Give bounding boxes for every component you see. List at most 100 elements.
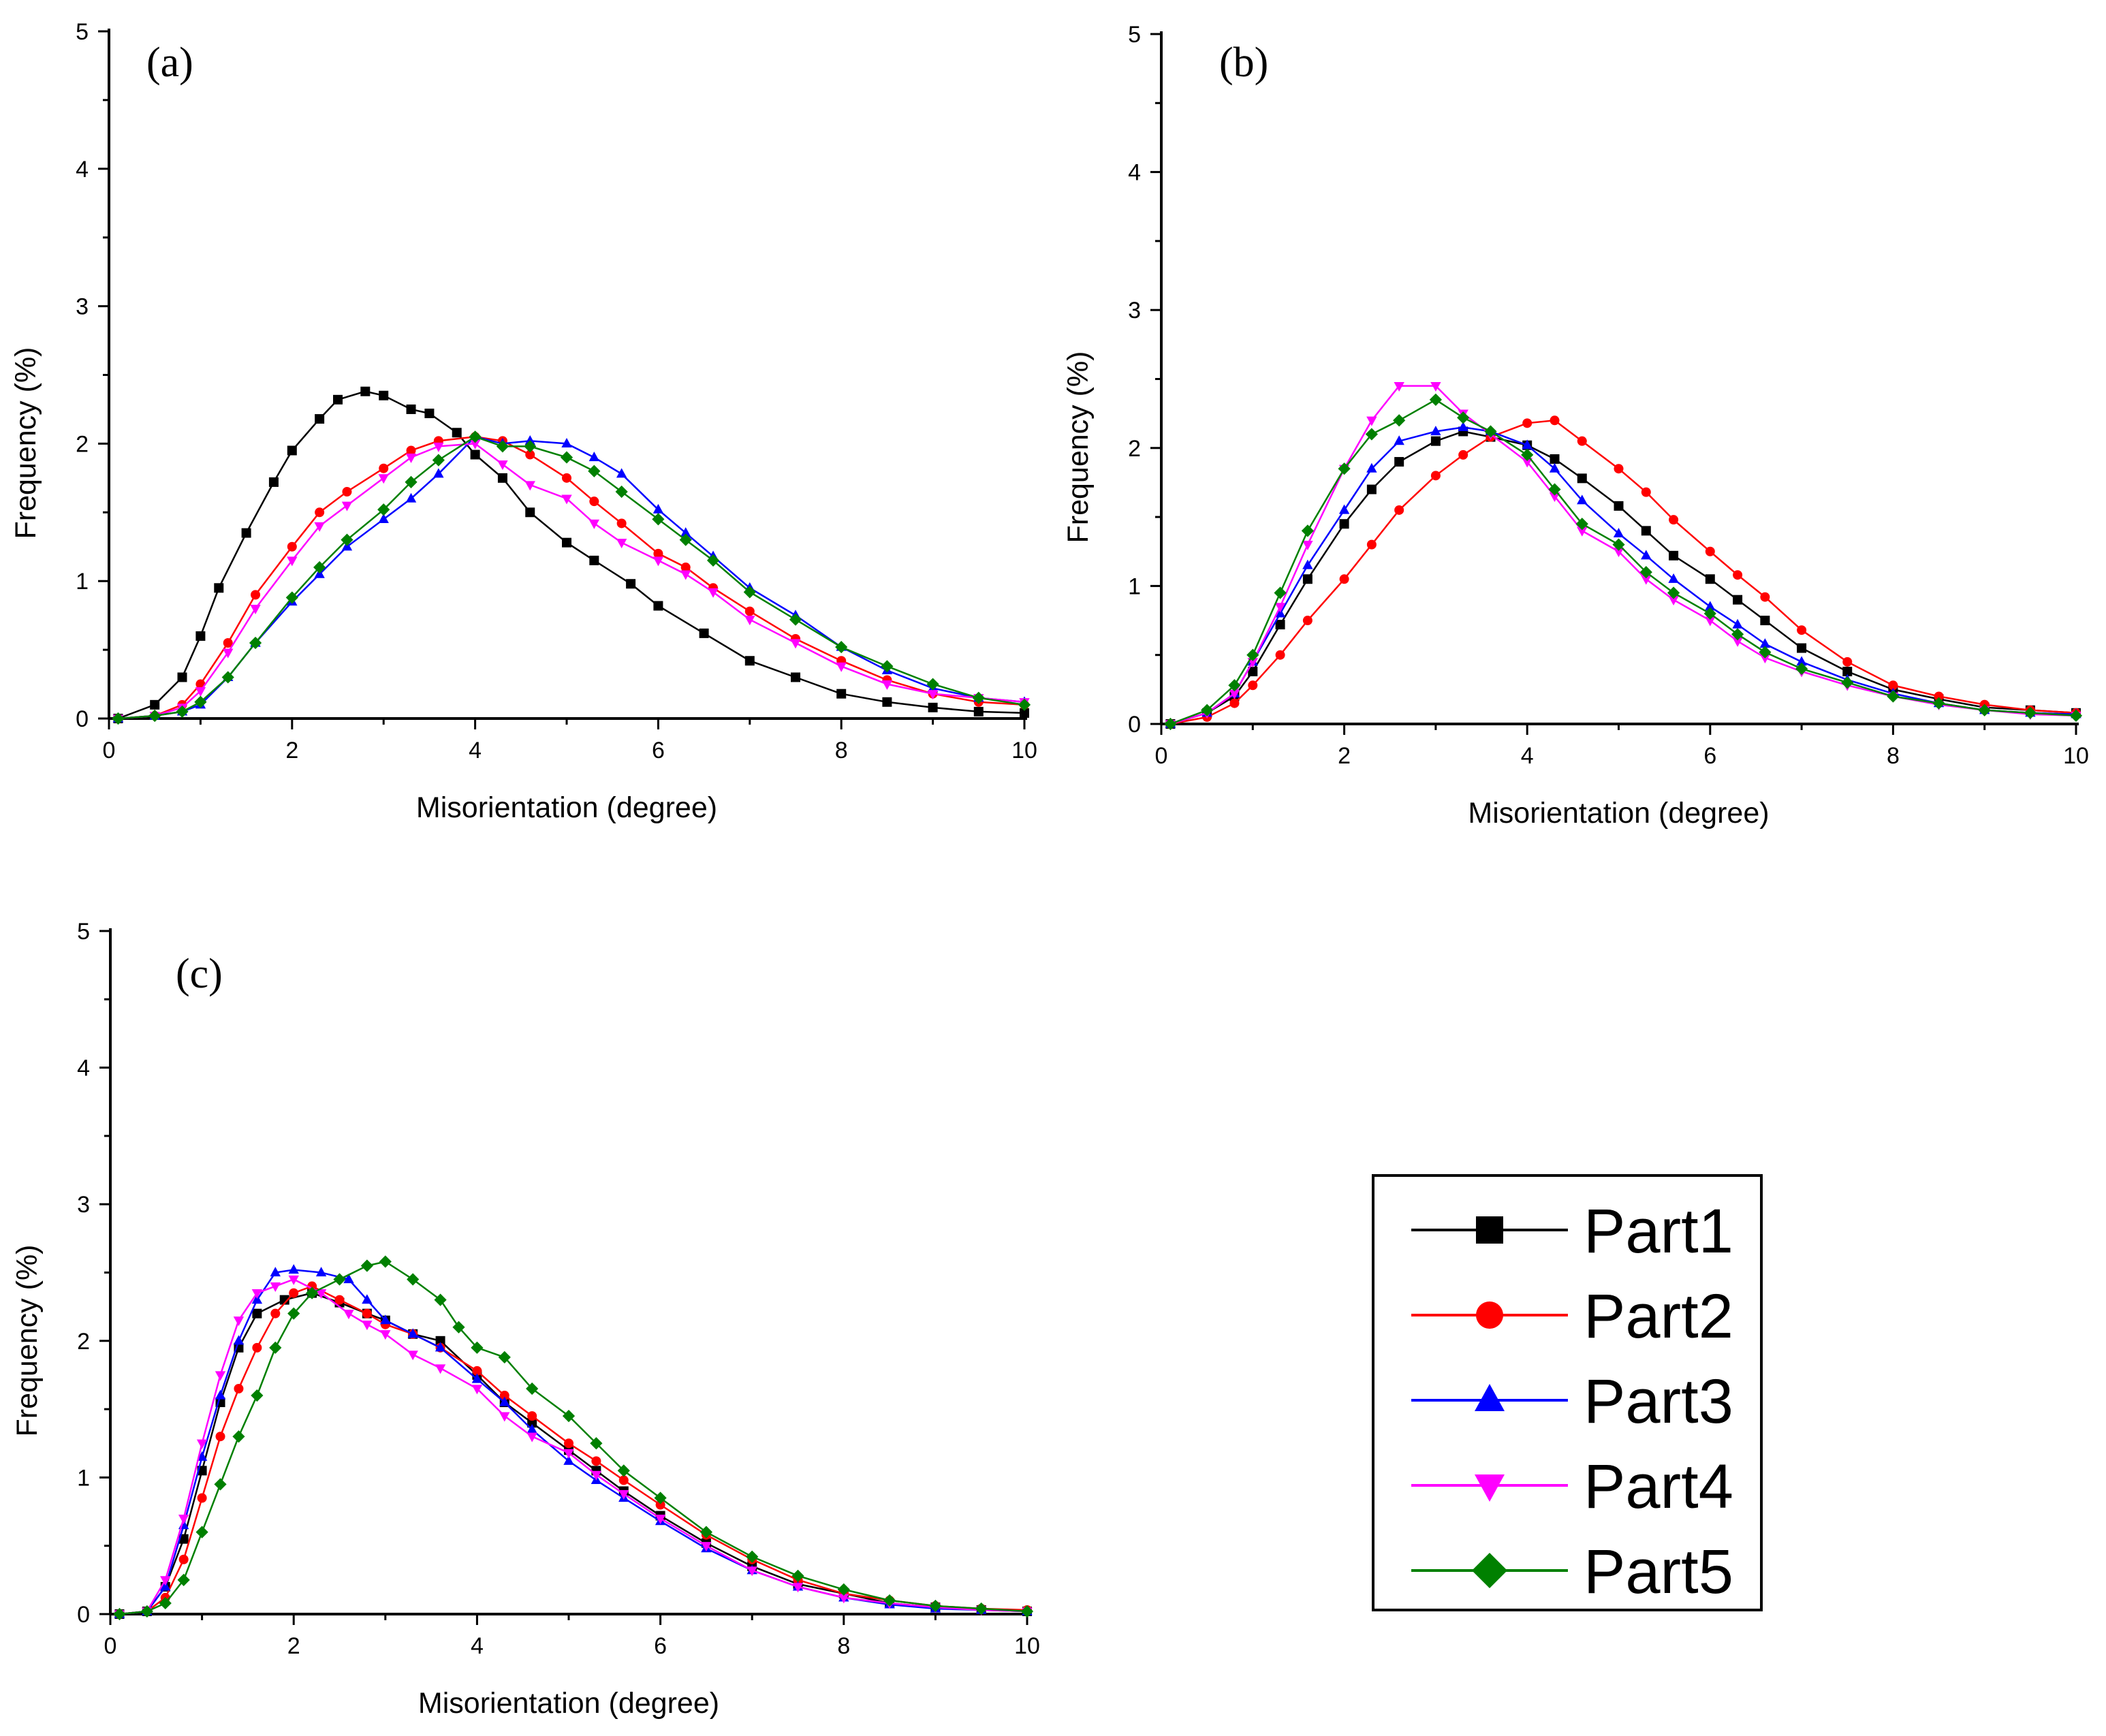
data-point: [469, 439, 481, 449]
data-point: [1430, 471, 1441, 481]
data-point: [1759, 638, 1771, 648]
data-point: [424, 409, 435, 419]
data-point: [1641, 575, 1652, 585]
data-point: [1668, 596, 1679, 606]
data-point: [616, 518, 627, 528]
data-point: [618, 1475, 629, 1485]
data-point: [1366, 462, 1377, 473]
data-point: [215, 1432, 225, 1442]
data-point: [285, 591, 298, 604]
data-point: [837, 1583, 850, 1596]
y-tick-label: 3: [1128, 298, 1141, 323]
y-tick-label: 5: [77, 919, 90, 945]
data-point: [1705, 616, 1716, 627]
data-point: [1613, 528, 1624, 538]
data-point: [881, 680, 893, 690]
panel-label: (b): [1219, 40, 1268, 86]
data-point: [214, 1478, 227, 1491]
data-point: [1732, 637, 1743, 647]
data-point: [1338, 462, 1351, 475]
legend: Part1 Part2 Part3 Part4 Part5: [1372, 1174, 1763, 1611]
x-axis-title: Misorientation (degree): [1468, 797, 1769, 830]
data-point: [470, 449, 480, 460]
data-point: [1705, 546, 1715, 556]
data-point: [1703, 607, 1716, 620]
data-point: [652, 513, 665, 526]
y-tick-label: 3: [77, 1192, 90, 1218]
legend-label: Part2: [1584, 1282, 1733, 1351]
x-axis-title: Misorientation (degree): [418, 1687, 719, 1720]
y-tick-label: 5: [76, 19, 89, 45]
data-point: [288, 1264, 299, 1274]
data-point: [1668, 573, 1679, 583]
data-point: [838, 1594, 849, 1604]
data-point: [1759, 646, 1772, 659]
data-point: [435, 1364, 446, 1374]
data-point: [380, 1330, 391, 1340]
data-point: [791, 1569, 804, 1582]
data-point: [159, 1596, 172, 1610]
panel-label: (a): [146, 40, 193, 86]
data-point: [1641, 487, 1651, 497]
data-point: [435, 1342, 446, 1352]
data-point: [1888, 680, 1898, 691]
data-point: [1796, 656, 1807, 666]
data-point: [452, 1321, 465, 1333]
y-tick-label: 2: [76, 431, 89, 457]
data-point: [743, 586, 756, 599]
data-point: [1229, 698, 1240, 708]
x-tick-label: 4: [471, 1633, 484, 1659]
data-point: [1430, 426, 1441, 436]
data-point: [334, 1295, 345, 1305]
y-tick-label: 4: [1128, 160, 1141, 186]
data-point: [591, 1470, 602, 1481]
data-point: [790, 639, 801, 649]
data-point: [746, 1566, 757, 1577]
data-point: [562, 537, 571, 548]
data-point: [1302, 541, 1313, 551]
data-point: [343, 1310, 354, 1320]
data-point: [590, 1437, 603, 1450]
data-point: [379, 1255, 392, 1268]
data-point: [233, 1335, 245, 1345]
data-point: [615, 485, 628, 499]
data-point: [1302, 616, 1313, 626]
data-point: [1394, 382, 1404, 392]
data-point: [1430, 436, 1441, 446]
data-point: [588, 452, 600, 462]
legend-item-part3: Part3: [1411, 1367, 1733, 1436]
x-tick-label: 10: [1014, 1633, 1040, 1659]
data-point: [1932, 697, 1945, 710]
y-tick-label: 3: [76, 294, 89, 320]
data-point: [881, 660, 894, 673]
y-tick-label: 4: [77, 1056, 90, 1082]
series-part5: [1164, 393, 2083, 731]
data-point: [588, 519, 600, 529]
data-point: [434, 1293, 447, 1306]
data-point: [241, 528, 251, 538]
x-tick-label: 6: [652, 738, 665, 763]
data-point: [1430, 382, 1441, 392]
series-line: [119, 1269, 1028, 1615]
data-point: [379, 390, 389, 400]
data-point: [360, 1259, 373, 1272]
data-point: [233, 1316, 245, 1327]
data-point: [498, 1351, 511, 1363]
data-point: [249, 636, 262, 650]
data-point: [194, 695, 207, 708]
data-point: [1522, 439, 1533, 449]
data-point: [1548, 483, 1561, 496]
data-point: [1639, 566, 1652, 579]
data-point: [680, 563, 691, 573]
data-point: [655, 1514, 666, 1524]
data-point: [452, 428, 462, 438]
data-point: [744, 616, 755, 626]
data-point: [178, 1534, 189, 1544]
data-point: [789, 613, 802, 626]
data-point: [1394, 505, 1404, 515]
data-point: [307, 1281, 317, 1291]
data-point: [836, 689, 847, 699]
data-point: [1887, 690, 1900, 703]
data-point: [589, 555, 599, 565]
y-tick-label: 1: [1128, 573, 1141, 599]
